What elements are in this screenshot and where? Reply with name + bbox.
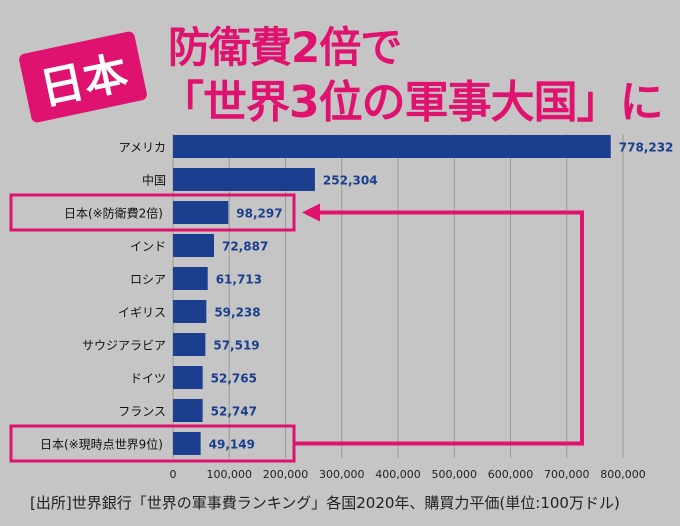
x-tick-label: 0 xyxy=(170,468,177,481)
value-label: 778,232 xyxy=(619,141,674,155)
value-label: 61,713 xyxy=(216,273,262,287)
value-label: 52,747 xyxy=(211,405,257,419)
bar xyxy=(173,432,201,455)
x-tick-label: 700,000 xyxy=(544,468,590,481)
x-tick-label: 200,000 xyxy=(263,468,309,481)
x-tick-label: 600,000 xyxy=(488,468,534,481)
category-label: 日本(※防衛費2倍) xyxy=(64,206,163,221)
x-tick-label: 800,000 xyxy=(600,468,646,481)
category-label: フランス xyxy=(118,405,166,419)
bar xyxy=(173,234,214,257)
bar xyxy=(173,399,203,422)
category-label: イギリス xyxy=(118,306,166,320)
value-label: 52,765 xyxy=(211,372,257,386)
category-label: アメリカ xyxy=(119,141,166,155)
x-tick-label: 500,000 xyxy=(432,468,478,481)
x-tick-label: 300,000 xyxy=(319,468,365,481)
value-label: 57,519 xyxy=(213,339,259,353)
arrow-line xyxy=(294,210,584,446)
bar xyxy=(173,300,207,323)
value-label: 49,149 xyxy=(209,438,255,452)
bar xyxy=(173,366,203,389)
category-label: ドイツ xyxy=(130,372,166,386)
value-label: 72,887 xyxy=(222,240,268,254)
x-tick-label: 400,000 xyxy=(375,468,421,481)
title-line2: 「世界3位の軍事大国」に xyxy=(160,77,664,128)
category-label: サウジアラビア xyxy=(82,339,166,353)
title-line1: 防衛費2倍で xyxy=(168,23,402,72)
bar xyxy=(173,267,208,290)
category-label: ロシア xyxy=(130,273,166,287)
category-label: 日本(※現時点世界9位) xyxy=(40,437,163,452)
highlight-box xyxy=(9,193,296,232)
bar xyxy=(173,333,206,356)
source-note: [出所]世界銀行「世界の軍事費ランキング」各国2020年、購買力平価(単位:10… xyxy=(30,494,620,512)
value-label: 252,304 xyxy=(323,174,378,188)
x-tick-label: 100,000 xyxy=(207,468,253,481)
category-label: インド xyxy=(130,240,166,254)
value-label: 98,297 xyxy=(236,207,282,221)
arrow-head xyxy=(302,203,320,222)
bar xyxy=(173,168,315,191)
bar xyxy=(173,135,611,158)
bar xyxy=(173,201,229,224)
value-label: 59,238 xyxy=(214,306,260,320)
category-label: 中国 xyxy=(142,173,166,188)
